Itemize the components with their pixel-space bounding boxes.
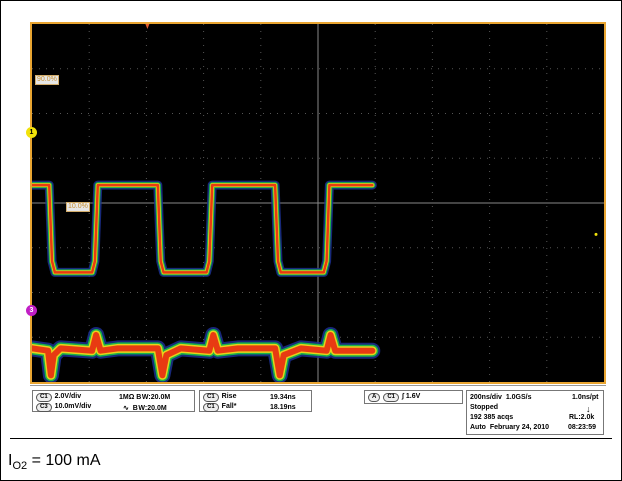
timebase: 200ns/div xyxy=(470,394,502,401)
trigger-arrow-icon: ↓ xyxy=(586,404,591,414)
ref-lower-label: 10.0% xyxy=(66,202,90,212)
waveform-plot xyxy=(32,24,604,382)
series-c1-trace xyxy=(32,183,374,274)
ch3-coupling-icon: ∿ xyxy=(123,405,129,412)
acq-state: Stopped xyxy=(470,404,498,411)
trigger-position-icon xyxy=(145,24,150,29)
sample-rate: 1.0GS/s xyxy=(505,394,532,401)
scope-screen xyxy=(30,22,606,384)
ch1-marker: 1 xyxy=(26,127,37,138)
ch1-tag: C1 xyxy=(36,393,52,402)
figure-caption: IO2 = 100 mA xyxy=(8,452,101,473)
meas1-name: Rise xyxy=(221,393,237,400)
trigger-source: C1 xyxy=(383,393,400,402)
channel-settings-box: C1 2.0V/div 1MΩ B W:20.0M C3 10.0mV/div ∿ … xyxy=(32,390,195,412)
ref-upper-label: 90.0% xyxy=(35,75,59,85)
caption-divider xyxy=(10,438,612,439)
ch3-scale: 10.0mV/div xyxy=(54,403,92,410)
caption-value: = 100 mA xyxy=(27,452,101,469)
ch1-impedance: 1MΩ xyxy=(119,394,135,401)
series-c1-trace xyxy=(32,180,377,277)
meas1-value: 19.34ns xyxy=(270,394,296,401)
capture-time: 08:23:59 xyxy=(568,424,597,431)
series-c1-trace xyxy=(32,183,375,275)
acq-count: 192 385 acqs xyxy=(470,414,514,421)
acquisition-box: 200ns/div 1.0GS/s 1.0ns/pt Stopped ↓ 192… xyxy=(466,390,604,435)
meas1-tag: C1 xyxy=(203,393,219,402)
measurement-box: C1 Rise 19.34ns C1 Fall* 18.19ns xyxy=(199,390,312,412)
ch3-tag: C3 xyxy=(36,403,52,412)
ch3-bandwidth: B W:20.0M xyxy=(132,405,167,412)
trigger-level: 1.6V xyxy=(405,393,421,400)
trigger-mode: A xyxy=(368,393,381,402)
caption-subscript: O2 xyxy=(12,460,28,473)
scope-info-bar: C1 2.0V/div 1MΩ B W:20.0M C3 10.0mV/div ∿ … xyxy=(30,385,606,438)
trigger-run-mode: Auto xyxy=(470,424,486,431)
resolution: 1.0ns/pt xyxy=(572,394,599,401)
ch3-marker: 3 xyxy=(26,305,37,316)
capture-date: February 24, 2010 xyxy=(489,424,549,431)
series-c1-trace xyxy=(32,182,376,276)
trigger-level-icon xyxy=(594,232,598,236)
record-length: RL:2.0k xyxy=(569,414,595,421)
series-c3-trace xyxy=(32,332,376,379)
trigger-slope-icon: ∫ xyxy=(402,393,404,400)
ch1-bandwidth: B W:20.0M xyxy=(136,394,171,401)
meas2-tag: C1 xyxy=(203,403,219,412)
ch1-scale: 2.0V/div xyxy=(54,393,82,400)
trigger-box: A C1 ∫ 1.6V xyxy=(364,390,463,404)
meas2-value: 18.19ns xyxy=(270,404,296,411)
meas2-name: Fall* xyxy=(221,403,237,410)
